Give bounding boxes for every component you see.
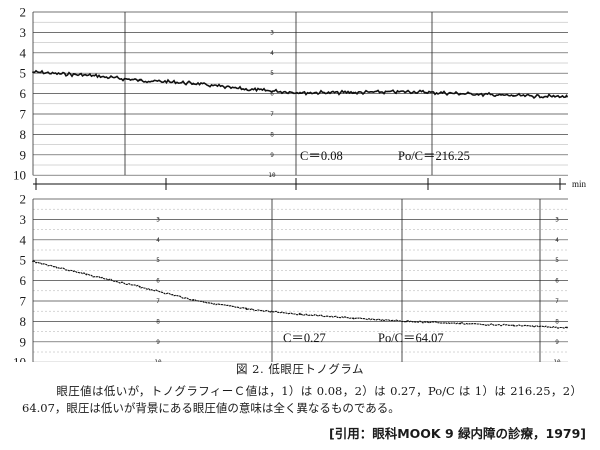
data-point bbox=[32, 260, 34, 263]
y-tick-label: 6 bbox=[20, 86, 27, 101]
inner-scale-label: 5 bbox=[555, 257, 559, 264]
po-c-annotation: Po/C＝216.25 bbox=[398, 149, 470, 163]
body-paragraph: 眼圧値は低いが，トノグラフィーＣ値は，1）は 0.08，2）は 0.27，Po/… bbox=[22, 383, 582, 417]
tonogram-figure: 2 3 4 5 6 7 8 9 10 3 4 5 6 7 8 9 10 C＝0.08 Po/C＝216.25 min… bbox=[13, 5, 587, 362]
data-point bbox=[459, 322, 462, 325]
y-tick-label: 3 bbox=[20, 212, 27, 227]
inner-scale-label: 7 bbox=[156, 298, 160, 305]
data-point bbox=[566, 326, 568, 329]
y-tick-label: 8 bbox=[20, 127, 27, 142]
inner-scale-label: 8 bbox=[555, 318, 559, 325]
y-tick-label: 8 bbox=[20, 314, 27, 329]
inner-scale-label: 4 bbox=[270, 50, 274, 57]
inner-scale-label: 3 bbox=[555, 216, 559, 223]
data-point bbox=[299, 91, 301, 94]
data-point bbox=[85, 74, 88, 77]
y-tick-label: 10 bbox=[13, 168, 26, 183]
inner-scale-label: 3 bbox=[270, 29, 274, 36]
data-point bbox=[405, 320, 408, 323]
data-point bbox=[352, 91, 355, 94]
data-point bbox=[192, 82, 195, 85]
c-value-annotation: C＝0.27 bbox=[283, 331, 326, 345]
y-tick-label: 7 bbox=[20, 107, 27, 122]
data-point bbox=[512, 324, 515, 327]
y-tick-label: 10 bbox=[13, 355, 26, 362]
inner-scale-label: 8 bbox=[156, 318, 160, 325]
inner-scale-label: 6 bbox=[156, 278, 160, 285]
y-tick-label: 9 bbox=[20, 334, 27, 349]
inner-scale-label: 4 bbox=[156, 237, 160, 244]
y-tick-label: 4 bbox=[20, 232, 27, 247]
data-point bbox=[192, 299, 195, 301]
figure-caption: 図 2. 低眼圧トノグラム bbox=[236, 362, 364, 376]
tonogram-trace bbox=[32, 260, 568, 329]
body-text: 眼圧値は低いが，トノグラフィーＣ値は，1）は 0.08，2）は 0.27，Po/… bbox=[22, 384, 582, 415]
y-tick-label: 2 bbox=[20, 5, 27, 20]
inner-scale-label: 5 bbox=[156, 257, 160, 264]
inner-scale-label: 7 bbox=[555, 298, 559, 305]
data-point bbox=[245, 308, 248, 311]
inner-scale-label: 4 bbox=[555, 237, 559, 244]
inner-scale-label: 6 bbox=[270, 91, 274, 98]
data-point bbox=[32, 71, 34, 74]
data-point bbox=[299, 313, 301, 316]
time-axis-unit-label: min bbox=[572, 179, 587, 189]
inner-scale-label: 10 bbox=[268, 172, 276, 179]
inner-scale-label: 5 bbox=[270, 70, 274, 77]
data-point bbox=[566, 95, 568, 98]
y-tick-label: 6 bbox=[20, 273, 27, 288]
inner-scale-label: 6 bbox=[555, 278, 559, 285]
inner-scale-label: 10 bbox=[553, 359, 561, 362]
y-tick-label: 5 bbox=[20, 253, 27, 268]
data-point bbox=[85, 273, 88, 276]
inner-scale-label: 9 bbox=[270, 152, 274, 159]
data-point bbox=[405, 90, 408, 93]
y-tick-label: 9 bbox=[20, 147, 27, 162]
y-tick-label: 2 bbox=[20, 192, 27, 207]
y-tick-label: 3 bbox=[20, 25, 27, 40]
inner-scale-label: 10 bbox=[154, 359, 162, 362]
inner-scale-label: 9 bbox=[555, 339, 559, 346]
data-point bbox=[245, 88, 248, 91]
data-point bbox=[138, 79, 141, 82]
citation: [引用：眼科MOOK 9 緑内障の診療，1979] bbox=[329, 426, 586, 441]
tonogram-panel-1: 2 3 4 5 6 7 8 9 10 3 4 5 6 7 8 9 10 C＝0.08 Po/C＝216.25 bbox=[13, 5, 568, 183]
y-tick-label: 5 bbox=[20, 66, 27, 81]
tonogram-panel-2: 2 3 4 5 6 7 8 9 10 3 4 5 6 7 8 9 10 3 4 5 6 7 8 9 10 C＝0.27 Po/C＝6… bbox=[13, 192, 568, 362]
data-point bbox=[352, 317, 355, 320]
data-point bbox=[459, 92, 462, 95]
y-tick-label: 4 bbox=[20, 45, 27, 60]
data-point bbox=[512, 94, 515, 97]
time-axis: min bbox=[33, 178, 587, 190]
inner-scale-label: 7 bbox=[270, 111, 274, 118]
y-tick-label: 7 bbox=[20, 294, 27, 309]
inner-scale-label: 9 bbox=[156, 339, 160, 346]
po-c-annotation: Po/C＝64.07 bbox=[378, 331, 444, 345]
data-point bbox=[138, 285, 141, 288]
c-value-annotation: C＝0.08 bbox=[300, 149, 343, 163]
inner-scale-label: 3 bbox=[156, 216, 160, 223]
inner-scale-label: 8 bbox=[270, 131, 274, 138]
